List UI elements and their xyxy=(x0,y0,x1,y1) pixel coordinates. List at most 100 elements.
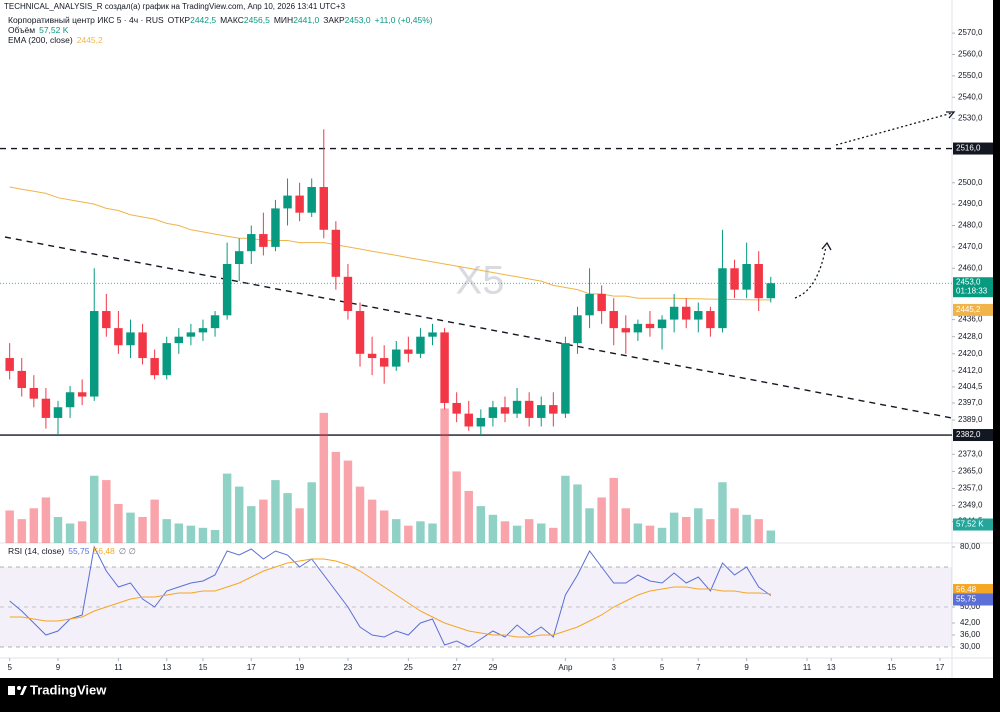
candle-body xyxy=(29,387,39,399)
footer-logo: TradingView xyxy=(8,682,107,697)
x-tick-label: 27 xyxy=(452,663,461,672)
candle-body xyxy=(609,311,618,329)
arrow-head xyxy=(946,111,956,119)
candle-body xyxy=(476,417,486,427)
y-tick-label: 2428,0 xyxy=(958,332,983,341)
y-tick-label: 2373,0 xyxy=(958,449,983,458)
y-tick-label: 2460,0 xyxy=(958,263,983,272)
ohlc-label: МИН xyxy=(274,15,293,25)
volume-bar xyxy=(114,503,123,543)
y-tick-label: 2349,0 xyxy=(958,501,983,510)
volume-bar xyxy=(754,519,763,543)
y-tick-label: 2470,0 xyxy=(958,242,983,251)
candle-body xyxy=(730,268,739,290)
y-tick-label: 2530,0 xyxy=(958,114,983,123)
volume-bar xyxy=(90,475,99,543)
volume-bar xyxy=(259,499,268,543)
x-tick-label: 23 xyxy=(343,663,352,672)
volume-bar xyxy=(476,506,486,543)
candle-body xyxy=(440,332,449,403)
price-tag xyxy=(953,303,993,316)
volume-bar xyxy=(488,514,498,543)
candle-body xyxy=(549,405,558,414)
volume-bar xyxy=(392,519,401,543)
ema-value: 2445,2 xyxy=(77,35,103,45)
ohlc-value: 2456,5 xyxy=(244,15,270,25)
y-tick-label: 2365,0 xyxy=(958,466,983,475)
volume-bar xyxy=(573,484,582,543)
logo-slash xyxy=(20,686,27,695)
volume-bar xyxy=(561,475,570,543)
volume-bar xyxy=(597,497,606,543)
price-tag xyxy=(953,277,993,298)
ema-label: EMA (200, close) xyxy=(8,35,73,45)
candle-body xyxy=(754,263,763,299)
candle-body xyxy=(718,268,727,329)
price-tag xyxy=(953,584,993,597)
rsi-line xyxy=(9,558,771,638)
volume-value: 57,52 K xyxy=(39,25,69,35)
candle-body xyxy=(766,283,776,299)
volume-bar xyxy=(585,508,594,543)
price-tag-label: 2382,0 xyxy=(956,430,981,439)
candle-body xyxy=(114,328,123,346)
volume-bar xyxy=(295,508,304,543)
candle-body xyxy=(222,263,232,316)
volume-bar xyxy=(283,493,292,543)
candle-body xyxy=(210,315,220,329)
y-tick-label: 2404,5 xyxy=(958,382,983,391)
legend-rsi: RSI (14, close) 55,75 56,48 ∅ ∅ xyxy=(8,546,137,556)
forecast-arrow xyxy=(835,112,953,146)
plot-layer: 2570,0 2560,0 2550,0 2540,0 2530,0 2500,0 2490… xyxy=(0,28,993,672)
price-tag xyxy=(953,142,993,155)
volume-bar xyxy=(537,523,546,543)
candle-body xyxy=(645,323,655,329)
y-tick-label: 2420,0 xyxy=(958,349,983,358)
attribution: TECHNICAL_ANALYSIS_R создал(а) график на… xyxy=(4,2,346,11)
y-tick-label: 2436,0 xyxy=(958,315,983,324)
rsi-ma: 56,48 xyxy=(94,546,116,556)
price-tag-label: 56,48 xyxy=(956,585,977,594)
candle-body xyxy=(392,349,401,367)
volume-bar xyxy=(464,490,473,543)
candle-body xyxy=(537,405,546,418)
candle-body xyxy=(428,332,437,337)
price-tag-label: 2516,0 xyxy=(956,144,981,153)
candle-body xyxy=(355,311,365,354)
volume-bar xyxy=(53,516,63,543)
candle-body xyxy=(102,311,111,329)
y-tick-label: 50,00 xyxy=(960,602,981,611)
candle-body xyxy=(573,315,582,344)
volume-bar xyxy=(706,519,715,543)
candle-body xyxy=(198,328,208,333)
price-tag-label: 55,75 xyxy=(956,595,977,604)
x-tick-label: 11 xyxy=(803,663,812,672)
ohlc-label: ЗАКР xyxy=(323,15,345,25)
arrow-head xyxy=(821,241,832,251)
volume-bar xyxy=(452,471,461,543)
candle-body xyxy=(41,398,51,418)
y-tick-label: 42,00 xyxy=(960,618,981,627)
candle-body xyxy=(65,392,75,408)
legend-symbol: Корпоративный центр ИКС 5 · 4ч · RUS ОТКР… xyxy=(8,15,433,25)
candle-body xyxy=(259,234,268,247)
candle-body xyxy=(138,332,147,359)
volume-bar xyxy=(222,473,232,543)
x-tick-label: 5 xyxy=(660,663,665,672)
candle-body xyxy=(77,392,87,397)
x-tick-label: 17 xyxy=(247,663,256,672)
candle-body xyxy=(234,251,244,264)
volume-bar xyxy=(428,523,437,543)
volume-bar xyxy=(367,499,377,543)
volume-bar xyxy=(126,512,135,543)
volume-bar xyxy=(524,519,534,543)
price-tag-label: 57,52 K xyxy=(956,520,984,529)
x-tick-label: 29 xyxy=(488,663,497,672)
volume-bar xyxy=(150,499,159,543)
volume-bar xyxy=(379,510,389,543)
ohlc-label: ОТКР xyxy=(168,15,191,25)
volume-bar xyxy=(355,486,365,543)
price-tag-label: 2445,2 xyxy=(956,305,981,314)
candle-body xyxy=(283,195,292,209)
candle-body xyxy=(512,400,522,414)
